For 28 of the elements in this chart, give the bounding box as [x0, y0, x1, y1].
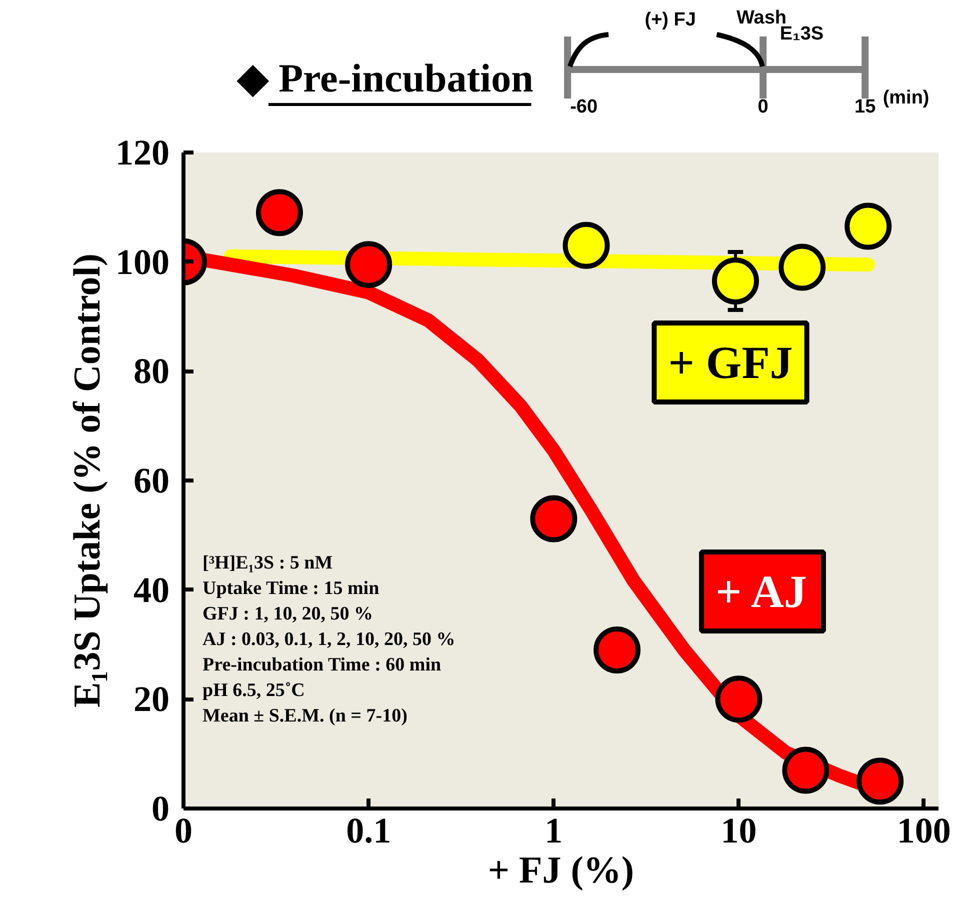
annotation: [³H]E₁3S : 5 nM [202, 552, 333, 574]
text: 0 [758, 96, 768, 118]
chart-title: ◆ Pre-incubation [236, 56, 534, 100]
y-tick-label: 40 [134, 570, 170, 610]
annotation: Mean ± S.E.M. (n = 7-10) [202, 706, 408, 726]
series-label: + GFJ [668, 337, 793, 388]
annotation: AJ : 0.03, 0.1, 1, 2, 10, 20, 50 % [202, 629, 456, 650]
y-tick-label: 60 [134, 460, 170, 500]
annotation: Pre-incubation Time : 60 min [202, 654, 442, 676]
x-axis-title: + FJ (%) [488, 850, 634, 892]
y-axis-title: E₁3S Uptake (% of Control) [66, 253, 108, 708]
text: 15 [854, 96, 876, 118]
annotation: Uptake Time : 15 min [202, 578, 380, 599]
x-tick-label: 10 [720, 810, 757, 850]
series-label: + AJ [716, 566, 807, 617]
y-tick-label: 100 [116, 242, 170, 282]
x-tick-label: 1 [544, 810, 563, 850]
text: (+) FJ [644, 10, 696, 30]
y-tick-label: 80 [134, 351, 170, 392]
text: -60 [570, 96, 598, 118]
y-tick-label: 120 [116, 132, 170, 172]
text: (min) [882, 88, 930, 108]
y-tick-label: 20 [134, 679, 170, 720]
annotation: pH 6.5, 25˚C [202, 680, 305, 701]
text: E₁3S [780, 24, 824, 44]
x-tick-label: 0.1 [346, 810, 392, 850]
x-tick-label: 100 [896, 810, 951, 850]
annotation: GFJ : 1, 10, 20, 50 % [202, 604, 373, 624]
